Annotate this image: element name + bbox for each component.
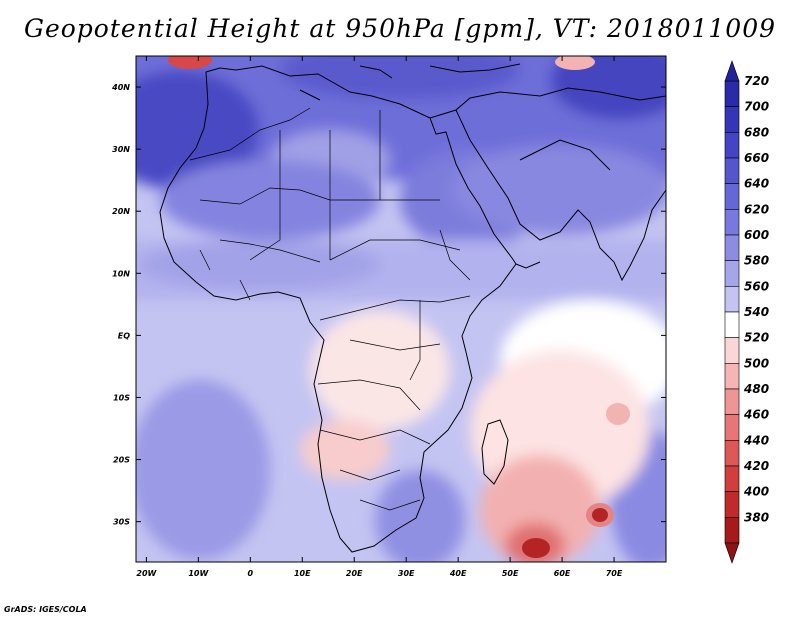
colorbar-swatch	[724, 157, 740, 184]
colorbar-swatch	[724, 260, 740, 287]
colorbar-swatch	[724, 414, 740, 441]
colorbar-label: 700	[744, 100, 769, 114]
colorbar-swatch	[724, 440, 740, 467]
colorbar-swatch	[724, 337, 740, 364]
colorbar-label: 540	[744, 305, 769, 319]
colorbar: 720 700 680 660 640 620 600 580 560 540 520 500 480 4…	[724, 60, 769, 564]
lat-label: 30S	[113, 518, 130, 527]
axes: 40N 30N 20N 10N EQ 10S 20S 30S 20W 10W 0 10E 20E 30E 4…	[111, 56, 666, 578]
lat-label: 20S	[113, 456, 130, 465]
colorbar-swatch	[724, 209, 740, 236]
lat-label: 30N	[112, 145, 130, 154]
lon-label: 10E	[294, 569, 311, 578]
colorbar-swatch	[724, 311, 740, 338]
colorbar-label: 620	[744, 202, 769, 216]
lon-label: 10W	[188, 569, 209, 578]
plot-frame	[135, 55, 667, 563]
lon-label: 40E	[449, 569, 467, 578]
colorbar-swatch	[724, 106, 740, 133]
colorbar-swatch	[724, 132, 740, 159]
lon-label: 20W	[136, 569, 157, 578]
lon-label: 0	[248, 569, 254, 578]
colorbar-swatch	[724, 491, 740, 518]
height-field	[136, 56, 666, 562]
colorbar-label: 400	[743, 485, 769, 499]
grads-credit: GrADS: IGES/COLA	[4, 605, 87, 614]
colorbar-label: 480	[743, 382, 769, 396]
coastlines	[159, 63, 666, 553]
colorbar-top-arrow	[724, 60, 740, 82]
colorbar-label: 600	[744, 228, 769, 242]
colorbar-swatch	[724, 286, 740, 313]
colorbar-swatch	[724, 234, 740, 261]
lat-label: 10N	[112, 269, 130, 278]
lon-label: 50E	[502, 569, 519, 578]
colorbar-label: 420	[743, 459, 769, 473]
colorbar-label: 520	[744, 331, 769, 345]
colorbar-swatch	[724, 388, 740, 415]
map-title: Geopotential Height at 950hPa [gpm], VT:…	[23, 14, 777, 43]
lat-label: 40N	[111, 83, 130, 92]
colorbar-label: 560	[744, 279, 769, 293]
lon-label: 20E	[346, 569, 363, 578]
lat-label: EQ	[118, 331, 130, 340]
lat-label: 10S	[113, 393, 130, 402]
colorbar-swatch	[724, 80, 740, 107]
lon-label: 60E	[554, 569, 571, 578]
colorbar-swatch	[724, 465, 740, 492]
colorbar-bottom-arrow	[724, 542, 740, 564]
lon-label: 70E	[606, 569, 623, 578]
colorbar-label: 660	[744, 151, 769, 165]
colorbar-label: 380	[744, 510, 769, 524]
colorbar-label: 440	[743, 433, 769, 447]
colorbar-label: 500	[744, 356, 769, 370]
colorbar-swatch	[724, 183, 740, 210]
colorbar-label: 460	[743, 408, 769, 422]
colorbar-label: 720	[744, 74, 769, 88]
lon-label: 30E	[398, 569, 415, 578]
colorbar-label: 640	[744, 177, 769, 191]
lat-label: 20N	[112, 207, 130, 216]
colorbar-swatch	[724, 517, 740, 544]
colorbar-label: 580	[744, 254, 769, 268]
colorbar-label: 680	[744, 125, 769, 139]
country-borders	[189, 107, 471, 511]
colorbar-swatch	[724, 363, 740, 390]
